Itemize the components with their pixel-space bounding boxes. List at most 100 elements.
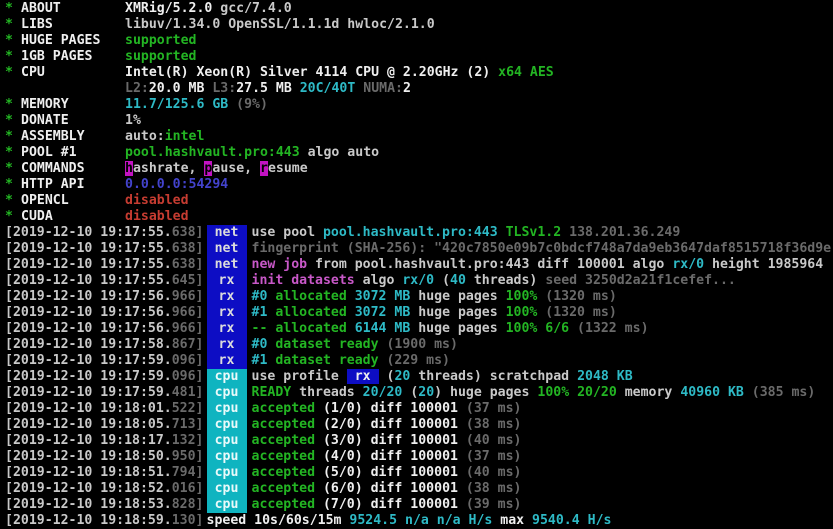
info-line: * COMMANDS hashrate, pause, resume xyxy=(5,161,833,177)
text-segment: accepted xyxy=(251,497,316,512)
text-segment: XMRig/5.2.0 xyxy=(125,1,213,16)
text-segment: rx/0 xyxy=(402,273,435,288)
log-message: accepted (5/0) diff 100001 (40 ms) xyxy=(252,465,522,480)
info-line: * CPU Intel(R) Xeon(R) Silver 4114 CPU @ 2… xyxy=(5,65,833,81)
text-segment: accepted xyxy=(251,417,316,432)
log-tag-rx: rx xyxy=(206,305,247,321)
text-segment: gcc/7.4.0 xyxy=(212,1,292,16)
command-key: p xyxy=(204,161,213,176)
info-line: * MEMORY 11.7/125.6 GB (9%) xyxy=(5,97,833,113)
log-tag-cpu: cpu xyxy=(206,401,247,417)
log-message: speed 10s/60s/15m 9524.5 n/a n/a H/s max… xyxy=(207,513,612,528)
log-tag-cpu: cpu xyxy=(206,497,247,513)
log-tag-cpu: cpu xyxy=(206,465,247,481)
text-segment: (38 ms) xyxy=(465,417,522,432)
text-segment: L3: xyxy=(212,81,237,96)
info-value: Intel(R) Xeon(R) Silver 4114 CPU @ 2.20G… xyxy=(125,65,554,80)
log-message: accepted (7/0) diff 100001 (39 ms) xyxy=(252,497,522,512)
text-segment: use profile xyxy=(251,369,347,384)
log-line: [2019-12-10 19:17:59.096] cpu use profile … xyxy=(5,369,833,385)
log-timestamp-ms: 130] xyxy=(171,513,204,528)
text-segment: from pool.hashvault.pro:443 diff 100001 … xyxy=(315,257,673,272)
text-segment: (37 ms) xyxy=(465,401,522,416)
log-tag-net: net xyxy=(206,257,247,273)
text-segment: 9540.4 H/s xyxy=(532,513,612,528)
log-tag-rx: rx xyxy=(206,273,247,289)
log-line: [2019-12-10 19:17:56.966] rx -- allocated … xyxy=(5,321,833,337)
text-segment: (40 ms) xyxy=(465,433,522,448)
log-message: accepted (3/0) diff 100001 (40 ms) xyxy=(252,433,522,448)
text-segment: (385 ms) xyxy=(743,385,816,400)
log-tag-rx: rx xyxy=(206,321,247,337)
info-label: HUGE PAGES xyxy=(21,33,101,48)
log-timestamp-ms: 966] xyxy=(171,305,204,320)
text-segment: TLSv1.2 xyxy=(505,225,570,240)
bullet-asterisk: * xyxy=(5,129,13,144)
log-message: accepted (2/0) diff 100001 (38 ms) xyxy=(252,417,522,432)
log-timestamp: [2019-12-10 19:17:55. xyxy=(5,257,172,272)
text-segment: (39 ms) xyxy=(465,497,522,512)
bullet-asterisk: * xyxy=(5,193,13,208)
log-message: -- allocated 6144 MB huge pages 100% 6/6… xyxy=(252,321,649,336)
log-timestamp-ms: 645] xyxy=(171,273,204,288)
text-segment: #1 xyxy=(251,305,268,320)
log-timestamp: [2019-12-10 19:18:52. xyxy=(5,481,172,496)
info-line: * OPENCL disabled xyxy=(5,193,833,209)
info-value: 1% xyxy=(125,113,141,128)
info-line: * ASSEMBLY auto:intel xyxy=(5,129,833,145)
info-line: * LIBS libuv/1.34.0 OpenSSL/1.1.1d hwloc/2… xyxy=(5,17,833,33)
text-segment: 100% 20/20 xyxy=(537,385,617,400)
info-value: 0.0.0.0:54294 xyxy=(125,177,228,192)
log-line: [2019-12-10 19:17:59.481] cpu READY thread… xyxy=(5,385,833,401)
log-line: [2019-12-10 19:18:01.522] cpu accepted (1/… xyxy=(5,401,833,417)
info-label: CPU xyxy=(21,65,45,80)
text-segment: ( xyxy=(434,273,451,288)
text-segment: threads) xyxy=(465,273,546,288)
log-message: fingerprint (SHA-256): "420c7850e09b7c0b… xyxy=(252,241,832,256)
log-line: [2019-12-10 19:18:17.132] cpu accepted (3/… xyxy=(5,433,833,449)
log-timestamp-ms: 016] xyxy=(171,481,204,496)
log-tag-cpu: cpu xyxy=(206,433,247,449)
log-timestamp-ms: 794] xyxy=(171,465,204,480)
text-segment: 20/20 xyxy=(362,385,403,400)
log-tag-rx: rx xyxy=(206,337,247,353)
log-line: [2019-12-10 19:17:58.867] rx #0 dataset re… xyxy=(5,337,833,353)
text-segment: ) huge pages xyxy=(434,385,538,400)
log-timestamp: [2019-12-10 19:17:56. xyxy=(5,289,172,304)
log-timestamp-ms: 132] xyxy=(171,433,204,448)
log-tag-cpu: cpu xyxy=(206,417,247,433)
text-segment: 100% xyxy=(505,289,538,304)
info-value: auto:intel xyxy=(125,129,204,144)
info-line: * HTTP API 0.0.0.0:54294 xyxy=(5,177,833,193)
log-timestamp: [2019-12-10 19:17:59. xyxy=(5,385,172,400)
text-segment: use pool xyxy=(251,225,323,240)
log-line: [2019-12-10 19:18:52.016] cpu accepted (6/… xyxy=(5,481,833,497)
text-segment: algo auto xyxy=(299,145,380,160)
text-segment: allocated xyxy=(267,289,355,304)
text-segment: supported xyxy=(125,49,197,64)
info-line: * ABOUT XMRig/5.2.0 gcc/7.4.0 xyxy=(5,1,833,17)
log-message: #1 dataset ready (229 ms) xyxy=(252,353,451,368)
info-line: * CUDA disabled xyxy=(5,209,833,225)
log-line: [2019-12-10 19:17:59.096] rx #1 dataset re… xyxy=(5,353,833,369)
text-segment: (1320 ms) xyxy=(537,305,617,320)
text-segment: accepted xyxy=(251,401,316,416)
log-timestamp: [2019-12-10 19:17:55. xyxy=(5,273,172,288)
log-message: use pool pool.hashvault.pro:443 TLSv1.2 … xyxy=(252,225,681,240)
text-segment: algo xyxy=(354,273,403,288)
log-tag-cpu: cpu xyxy=(206,385,247,401)
text-segment: pool.hashvault.pro:443 xyxy=(125,145,300,160)
log-timestamp: [2019-12-10 19:17:55. xyxy=(5,241,172,256)
log-timestamp-ms: 096] xyxy=(171,353,204,368)
text-segment: init datasets xyxy=(251,273,355,288)
info-value: XMRig/5.2.0 gcc/7.4.0 xyxy=(125,1,292,16)
text-segment: rx/0 xyxy=(672,257,705,272)
info-line: L2:20.0 MB L3:27.5 MB 20C/40T NUMA:2 xyxy=(5,81,833,97)
log-line: [2019-12-10 19:17:55.638] net fingerprint … xyxy=(5,241,833,257)
info-value: L2:20.0 MB L3:27.5 MB 20C/40T NUMA:2 xyxy=(125,81,411,96)
log-tag-net: net xyxy=(206,241,247,257)
log-timestamp: [2019-12-10 19:18:53. xyxy=(5,497,172,512)
log-timestamp: [2019-12-10 19:18:51. xyxy=(5,465,172,480)
log-tag-net: net xyxy=(206,225,247,241)
text-segment: (37 ms) xyxy=(465,449,522,464)
